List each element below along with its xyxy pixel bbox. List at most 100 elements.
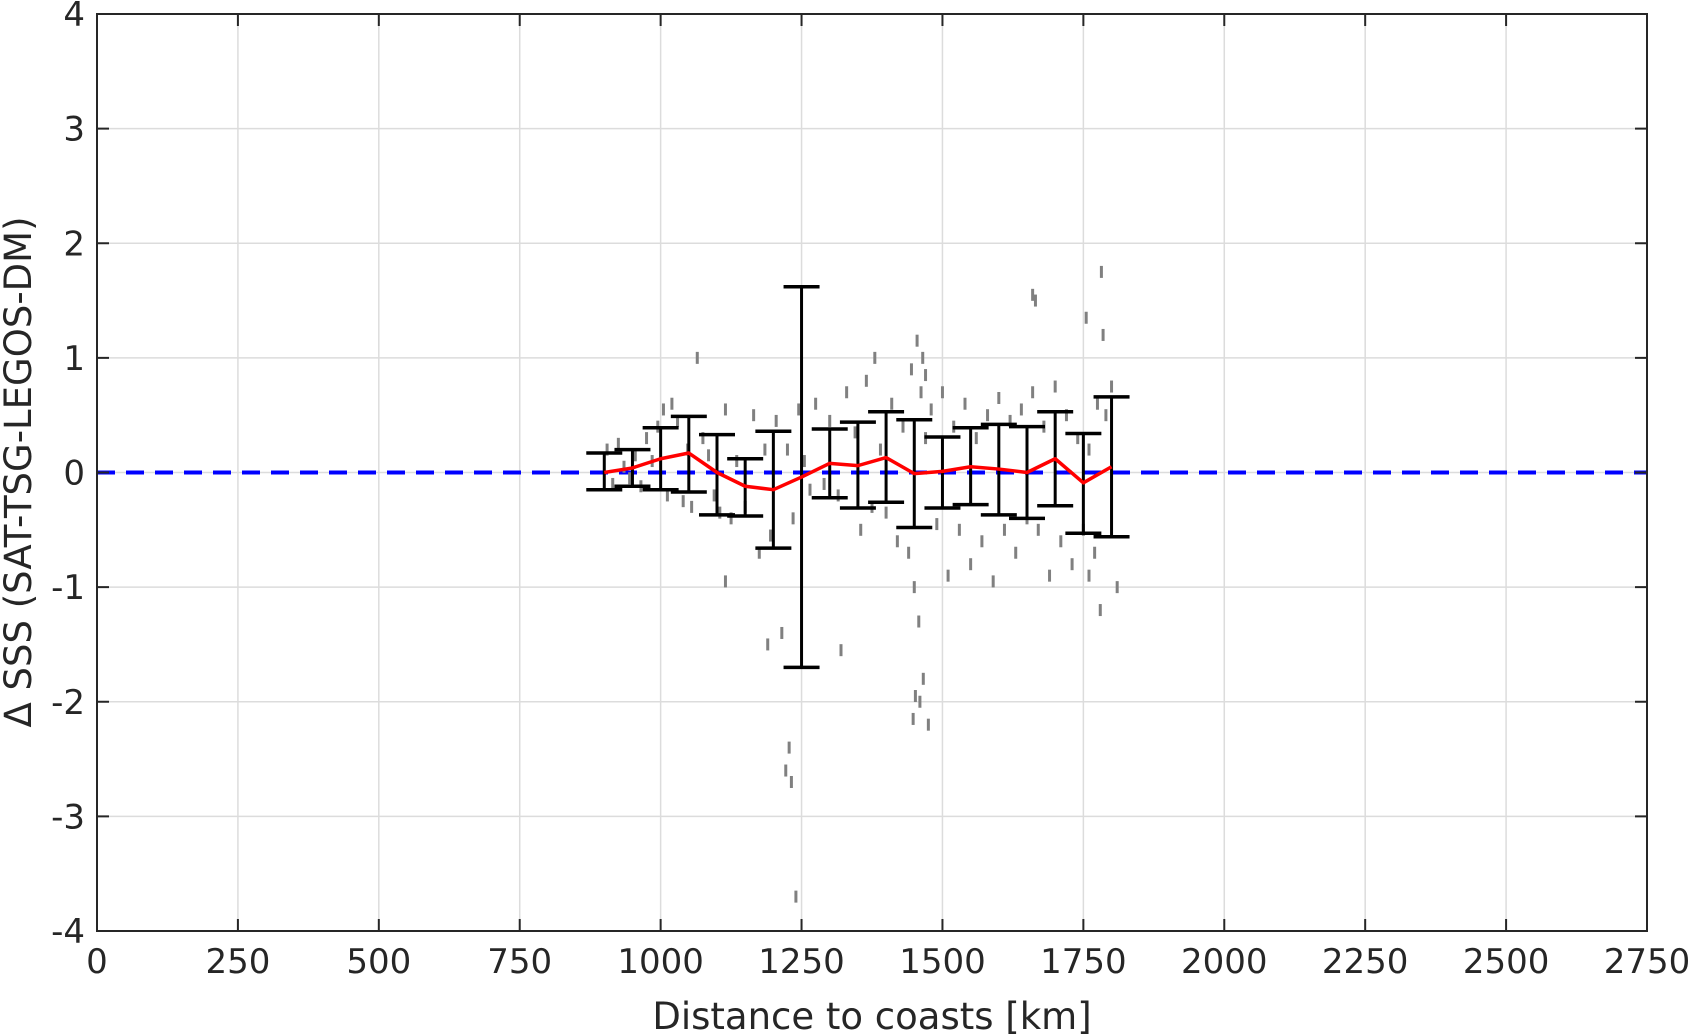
scatter-point xyxy=(670,397,674,410)
y-tick-label: 3 xyxy=(63,110,85,150)
scatter-point xyxy=(665,489,669,502)
y-tick-label: -3 xyxy=(51,797,85,837)
scatter-point xyxy=(1059,535,1063,548)
scatter-point xyxy=(918,695,922,708)
x-tick-label: 0 xyxy=(86,942,108,982)
scatter-point xyxy=(929,403,933,416)
scatter-point xyxy=(1019,403,1023,416)
scatter-point xyxy=(787,741,791,754)
scatter-point xyxy=(974,432,978,445)
scatter-point xyxy=(794,890,798,903)
x-tick-label: 2500 xyxy=(1463,942,1550,982)
scatter-point xyxy=(622,460,626,473)
scatter-point xyxy=(940,386,944,399)
scatter-point xyxy=(917,615,921,628)
x-tick-label: 2250 xyxy=(1322,942,1409,982)
scatter-point xyxy=(845,386,849,399)
scatter-point xyxy=(735,455,739,468)
scatter-point xyxy=(921,351,925,364)
scatter-point xyxy=(935,518,939,531)
scatter-point xyxy=(797,403,801,416)
scatter-point xyxy=(789,775,793,788)
scatter-point xyxy=(611,477,615,490)
x-tick-label: 500 xyxy=(346,942,411,982)
scatter-point xyxy=(723,575,727,588)
scatter-point xyxy=(1087,443,1091,456)
y-tick-label: 4 xyxy=(63,0,85,35)
scatter-point xyxy=(752,409,756,422)
scatter-point xyxy=(839,644,843,657)
scatter-point xyxy=(1110,380,1114,393)
scatter-point xyxy=(986,409,990,422)
x-tick-label: 1000 xyxy=(617,942,704,982)
scatter-point xyxy=(980,535,984,548)
scatter-point xyxy=(1084,311,1088,324)
scatter-point xyxy=(802,455,806,468)
error-bars-layer xyxy=(586,285,1130,670)
scatter-point xyxy=(915,334,919,347)
scatter-point xyxy=(1053,380,1057,393)
scatter-point xyxy=(723,403,727,416)
scatter-point xyxy=(909,363,913,376)
x-tick-label: 750 xyxy=(487,942,552,982)
scatter-point xyxy=(822,477,826,490)
scatter-point xyxy=(1014,546,1018,559)
scatter-point xyxy=(912,581,916,594)
scatter-point xyxy=(1093,546,1097,559)
x-tick-label: 1500 xyxy=(899,942,986,982)
scatter-point xyxy=(681,495,685,508)
x-tick-label: 250 xyxy=(205,942,270,982)
scatter-point xyxy=(784,764,788,777)
scatter-point xyxy=(957,523,961,536)
scatter-point xyxy=(785,443,789,456)
scatter-point xyxy=(901,420,905,433)
scatter-point xyxy=(1101,328,1105,341)
scatter-point xyxy=(690,500,694,513)
scatter-point xyxy=(919,386,923,399)
scatter-point xyxy=(1104,409,1108,422)
scatter-point xyxy=(895,535,899,548)
scatter-point xyxy=(911,712,915,725)
scatter-point xyxy=(991,575,995,588)
y-tick-label: 0 xyxy=(63,454,85,494)
scatter-point xyxy=(828,414,832,427)
scatter-point xyxy=(769,529,773,542)
scatter-point xyxy=(1036,523,1040,536)
scatter-point xyxy=(946,569,950,582)
y-tick-labels: -4 -3 -2 -1 0 1 2 3 4 xyxy=(51,0,85,952)
scatter-point xyxy=(1033,294,1037,307)
scatter-point xyxy=(616,437,620,450)
scatter-point xyxy=(921,672,925,685)
scatter-point xyxy=(890,397,894,410)
scatter-point xyxy=(1076,432,1080,445)
scatter-point xyxy=(695,351,699,364)
scatter-points-layer xyxy=(605,265,1119,903)
y-tick-label: -4 xyxy=(51,912,85,952)
scatter-point xyxy=(774,414,778,427)
scatter-point xyxy=(701,432,705,445)
scatter-point xyxy=(926,718,930,731)
scatter-point xyxy=(1098,604,1102,617)
scatter-point xyxy=(1008,414,1012,427)
scatter-point xyxy=(763,443,767,456)
scatter-point xyxy=(878,443,882,456)
x-tick-label: 2000 xyxy=(1181,942,1268,982)
scatter-point xyxy=(1095,397,1099,410)
scatter-point xyxy=(1064,409,1068,422)
scatter-point xyxy=(1031,288,1035,301)
scatter-point xyxy=(1048,569,1052,582)
y-tick-label: -1 xyxy=(51,568,85,608)
y-tick-label: -2 xyxy=(51,683,85,723)
scatter-point xyxy=(997,391,1001,404)
x-tick-labels: 0 250 500 750 1000 1250 1500 1750 2000 2250 2500 27… xyxy=(86,942,1690,982)
scatter-point xyxy=(873,351,877,364)
scatter-point xyxy=(712,489,716,502)
scatter-point xyxy=(808,483,812,496)
scatter-point xyxy=(1070,558,1074,571)
scatter-point xyxy=(729,512,733,525)
y-tick-label: 2 xyxy=(63,224,85,264)
scatter-point xyxy=(924,369,928,382)
scatter-point xyxy=(791,512,795,525)
scatter-point xyxy=(963,397,967,410)
scatter-point xyxy=(707,449,711,462)
